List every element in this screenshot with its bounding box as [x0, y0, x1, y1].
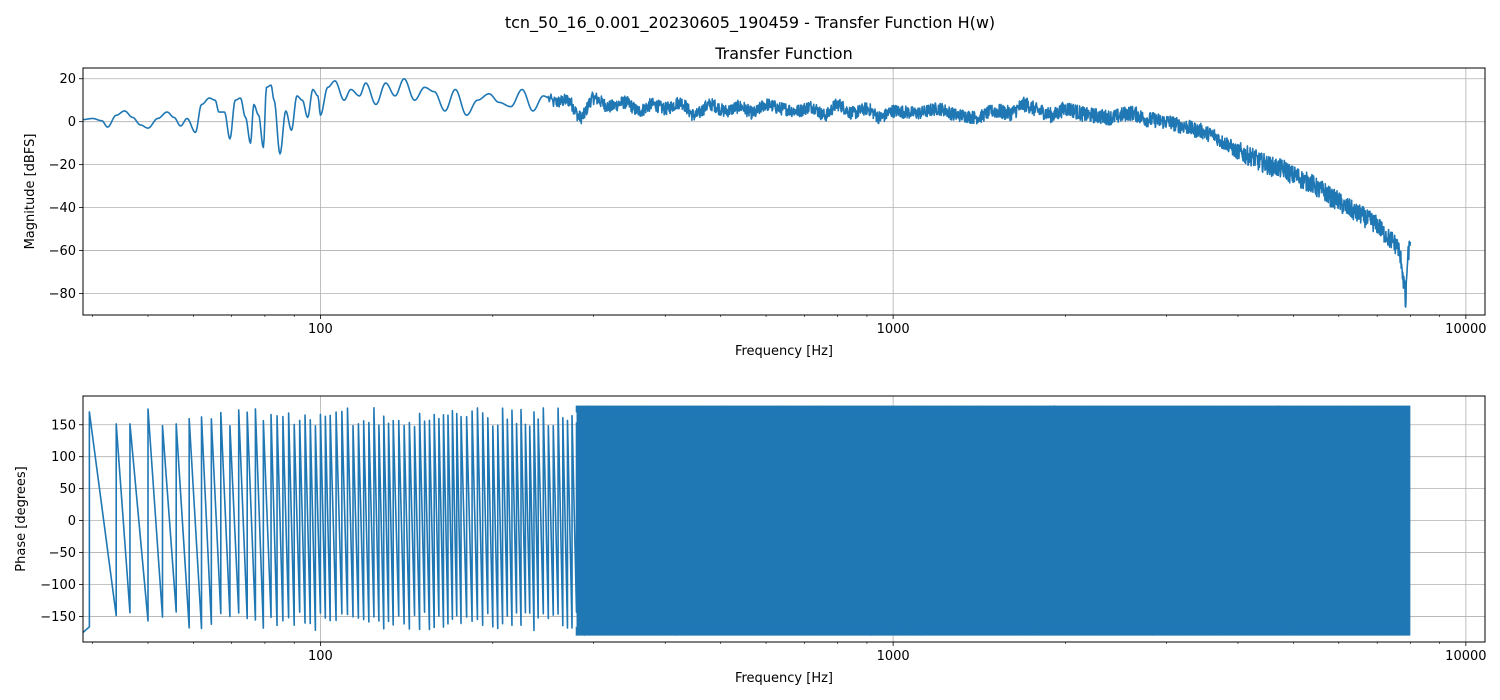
phase-ticks: 100 1000 10000 −150 −100 −50 0 50 100 150	[40, 418, 1486, 664]
phase-dense-top-edge	[575, 404, 1410, 416]
magnitude-y-tick-label: −60	[49, 244, 76, 259]
magnitude-x-tick-label: 10000	[1445, 322, 1486, 337]
phase-y-tick-label: 50	[59, 482, 76, 497]
figure-suptitle: tcn_50_16_0.001_20230605_190459 - Transf…	[505, 13, 995, 33]
phase-y-tick-label: 100	[51, 450, 76, 465]
magnitude-x-tick-label: 100	[308, 322, 333, 337]
magnitude-x-tick-label: 1000	[877, 322, 910, 337]
magnitude-series-line	[83, 77, 1412, 308]
magnitude-axes-frame	[82, 67, 1486, 316]
phase-y-tick-label: −50	[49, 546, 76, 561]
magnitude-axes: 100 1000 10000 −80 −60 −40 −20 0 20 Transfer Fun…	[23, 44, 1487, 359]
magnitude-y-axis-label: Magnitude [dBFS]	[23, 134, 38, 250]
phase-dense-bottom-edge	[575, 625, 1410, 637]
phase-y-tick-label: −150	[40, 610, 76, 625]
phase-plot-area	[83, 404, 1411, 637]
phase-x-axis-label: Frequency [Hz]	[735, 671, 833, 686]
magnitude-x-axis-label: Frequency [Hz]	[735, 344, 833, 359]
magnitude-plot-area	[83, 77, 1412, 308]
magnitude-y-tick-label: 20	[59, 72, 76, 87]
phase-dense-region	[576, 405, 1411, 636]
magnitude-ticks: 100 1000 10000 −80 −60 −40 −20 0 20	[49, 72, 1487, 337]
phase-y-axis-label: Phase [degrees]	[14, 466, 29, 571]
phase-y-tick-label: −100	[40, 578, 76, 593]
phase-axes-frame	[82, 395, 1486, 643]
phase-series-line	[83, 407, 578, 634]
magnitude-y-tick-label: −80	[49, 287, 76, 302]
phase-x-tick-label: 100	[308, 649, 333, 664]
phase-y-tick-label: 0	[68, 514, 76, 529]
magnitude-y-tick-label: −20	[49, 158, 76, 173]
phase-y-tick-label: 150	[51, 418, 76, 433]
magnitude-y-tick-label: 0	[68, 115, 76, 130]
phase-x-tick-label: 1000	[877, 649, 910, 664]
magnitude-y-tick-label: −40	[49, 201, 76, 216]
phase-x-tick-label: 10000	[1445, 649, 1486, 664]
magnitude-axes-title: Transfer Function	[714, 44, 852, 63]
phase-axes: 100 1000 10000 −150 −100 −50 0 50 100 150 Frequen…	[14, 395, 1487, 686]
